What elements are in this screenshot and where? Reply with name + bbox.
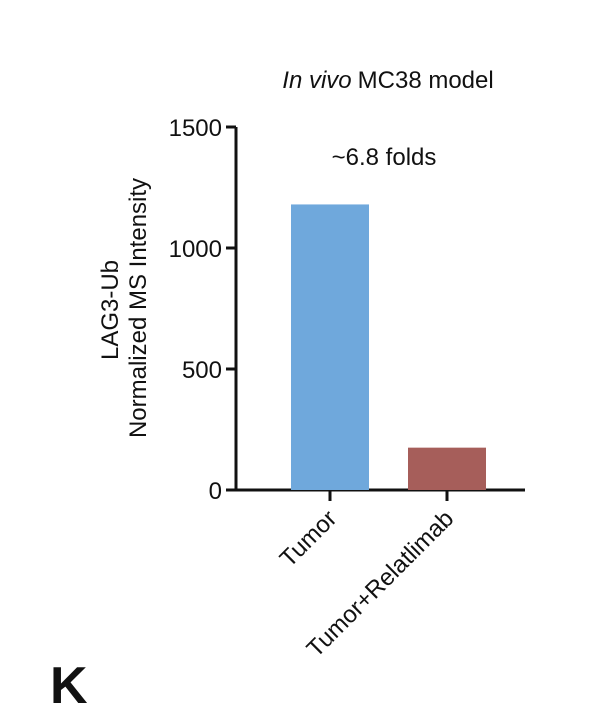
bar-1 (291, 204, 369, 490)
y-ticks: 0 500 1000 1500 (169, 115, 236, 505)
chart-title-rest: MC38 model (358, 67, 494, 94)
bar-2 (408, 447, 486, 490)
chart-title: In vivo MC38 model (282, 67, 493, 94)
y-tick-label: 1500 (169, 115, 222, 142)
fold-change-annotation: ~6.8 folds (332, 144, 437, 171)
y-tick-label: 1000 (169, 236, 222, 263)
bars (291, 204, 486, 490)
y-tick-label: 0 (209, 478, 222, 505)
chart-title-italic: In vivo (282, 67, 351, 94)
y-axis-label-line2: Normalized MS Intensity (125, 178, 152, 438)
y-tick-label: 500 (182, 357, 222, 384)
panel-label: K (50, 657, 88, 712)
x-tick-label: Tumor (275, 505, 342, 572)
y-axis-label-line1: LAG3-Ub (97, 260, 124, 360)
